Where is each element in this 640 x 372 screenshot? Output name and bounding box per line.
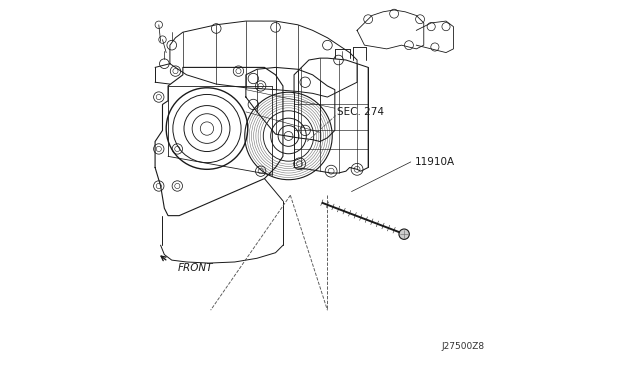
Text: J27500Z8: J27500Z8 [442, 342, 485, 351]
Text: SEC. 274: SEC. 274 [337, 108, 383, 118]
Text: FRONT: FRONT [177, 263, 213, 273]
Circle shape [399, 229, 410, 239]
Text: 11910A: 11910A [415, 157, 454, 167]
